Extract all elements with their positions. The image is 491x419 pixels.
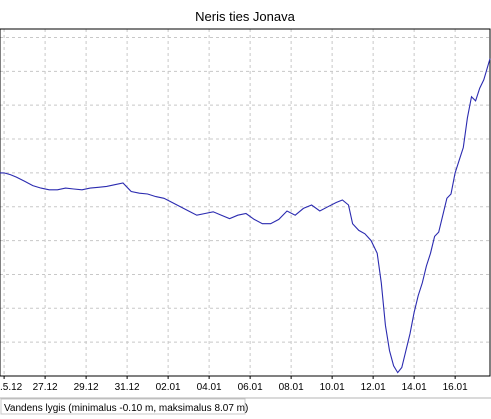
status-bar-text: Vandens lygis (minimalus -0.10 m, maksim… (4, 403, 248, 414)
x-tick-label: 10.01 (320, 382, 345, 393)
x-tick-label: 14.01 (402, 382, 427, 393)
x-axis-tick-labels: .5.12 27.12 29.12 31.12 02.01 04.01 06.01 08.01… (0, 376, 468, 393)
chart-title: Neris ties Jonava (195, 9, 295, 24)
x-tick-label: 02.01 (156, 382, 181, 393)
x-tick-label: 29.12 (74, 382, 99, 393)
status-bar-panel (0, 398, 246, 415)
x-tick-label: 04.01 (197, 382, 222, 393)
series-layer (0, 58, 491, 374)
x-tick-label: 12.01 (361, 382, 386, 393)
x-tick-label: 31.12 (115, 382, 140, 393)
plot-frame (0, 28, 491, 377)
x-tick-label: 27.12 (33, 382, 58, 393)
x-tick-label: .5.12 (0, 382, 23, 393)
x-tick-label: 08.01 (279, 382, 304, 393)
x-tick-label: 16.01 (443, 382, 468, 393)
water-level-line (0, 58, 491, 374)
x-tick-label: 06.01 (238, 382, 263, 393)
